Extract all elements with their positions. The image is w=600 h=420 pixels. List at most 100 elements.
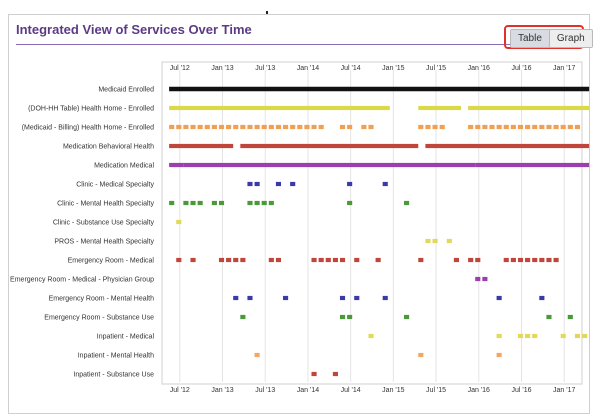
timeline-event (169, 124, 175, 130)
timeline-event (418, 257, 424, 263)
timeline-event (197, 124, 203, 130)
timeline-event (453, 257, 459, 263)
timeline-event (254, 124, 260, 130)
timeline-event (503, 257, 509, 263)
timeline-event (439, 124, 445, 130)
timeline-event (546, 314, 552, 320)
timeline-event (254, 181, 260, 187)
timeline-event (233, 124, 239, 130)
timeline-event (183, 200, 189, 206)
timeline-event (432, 124, 438, 130)
x-tick-label-bottom: Jul '13 (255, 387, 275, 394)
timeline-event (304, 124, 310, 130)
timeline-event (247, 295, 253, 301)
row-label: Inpatient - Medical (97, 334, 155, 341)
timeline-event (468, 257, 474, 263)
timeline-event (404, 200, 410, 206)
page-title: Integrated View of Services Over Time (16, 22, 252, 37)
timeline-event (539, 295, 545, 301)
timeline-event (425, 124, 431, 130)
x-tick-label-bottom: Jul '12 (170, 387, 190, 394)
timeline-segment (425, 143, 590, 149)
timeline-event (567, 124, 573, 130)
x-tick-label-top: Jul '15 (426, 65, 446, 72)
row-label: Clinic - Mental Health Specialty (57, 201, 154, 208)
timeline-event (204, 124, 210, 130)
timeline-event (275, 124, 282, 130)
timeline-event (318, 124, 324, 130)
timeline-event (332, 257, 338, 263)
timeline-event (311, 124, 317, 130)
timeline-event (176, 257, 182, 263)
timeline-event (503, 124, 509, 130)
timeline-event (268, 257, 274, 263)
timeline-event (496, 295, 502, 301)
row-label: Clinic - Substance Use Specialty (53, 220, 155, 227)
timeline-event (475, 124, 481, 130)
timeline-event (283, 295, 289, 301)
title-divider (16, 44, 582, 45)
timeline-event (532, 257, 538, 263)
x-tick-label-bottom: Jan '15 (382, 387, 404, 394)
timeline-event (546, 257, 552, 263)
row-label: PROS - Mental Health Specialty (54, 239, 154, 246)
plot-area (161, 61, 583, 385)
timeline-event (332, 371, 338, 377)
timeline-event (539, 124, 545, 130)
timeline-segment (475, 162, 590, 168)
timeline-event (247, 124, 253, 130)
timeline-event (240, 314, 246, 320)
timeline-event (347, 200, 353, 206)
row-label: Emergency Room - Substance Use (44, 315, 154, 322)
timeline-event (347, 314, 353, 320)
timeline-event (190, 124, 196, 130)
timeline-event (482, 276, 488, 282)
x-tick-label-top: Jan '16 (468, 65, 490, 72)
timeline-event (275, 181, 282, 187)
x-tick-label-top: Jan '14 (297, 65, 319, 72)
timeline-event (247, 200, 253, 206)
timeline-event (190, 200, 196, 206)
timeline-event (425, 238, 431, 244)
row-label: Inpatient - Substance Use (73, 372, 154, 379)
timeline-event (368, 333, 374, 339)
table-view-button[interactable]: Table (511, 30, 550, 47)
timeline-event (311, 257, 317, 263)
timeline-event (468, 124, 474, 130)
row-label: Medication Medical (94, 163, 154, 170)
timeline-event (517, 257, 524, 263)
timeline-event (560, 333, 566, 339)
x-tick-label-bottom: Jan '14 (297, 387, 319, 394)
timeline-segment (169, 86, 590, 92)
timeline-event (546, 124, 552, 130)
x-tick-label-top: Jul '13 (255, 65, 275, 72)
timeline-event (418, 124, 424, 130)
row-label: Clinic - Medical Specialty (76, 182, 154, 189)
row-label: Inpatient - Mental Health (78, 353, 154, 360)
x-tick-label-bottom: Jul '16 (511, 387, 531, 394)
timeline-event (318, 257, 324, 263)
graph-view-button[interactable]: Graph (549, 30, 592, 47)
row-label: Emergency Room - Mental Health (49, 296, 155, 303)
timeline-event (553, 257, 559, 263)
timeline-event (190, 257, 196, 263)
timeline-event (240, 257, 246, 263)
timeline-segment (169, 162, 184, 168)
timeline-event (226, 257, 232, 263)
timeline-event (496, 124, 502, 130)
timeline-event (475, 276, 481, 282)
timeline-event (354, 295, 360, 301)
view-toggle: Table Graph (510, 29, 593, 48)
x-tick-label-top: Jul '14 (341, 65, 361, 72)
timeline-event (268, 124, 274, 130)
timeline-event (525, 333, 531, 339)
timeline-event (432, 238, 438, 244)
timeline-event (574, 333, 580, 339)
timeline-event (532, 124, 538, 130)
x-tick-label-bottom: Jan '13 (211, 387, 233, 394)
timeline-event (582, 333, 588, 339)
timeline-event (254, 352, 260, 358)
timeline-event (268, 200, 274, 206)
x-tick-label-top: Jul '16 (511, 65, 531, 72)
